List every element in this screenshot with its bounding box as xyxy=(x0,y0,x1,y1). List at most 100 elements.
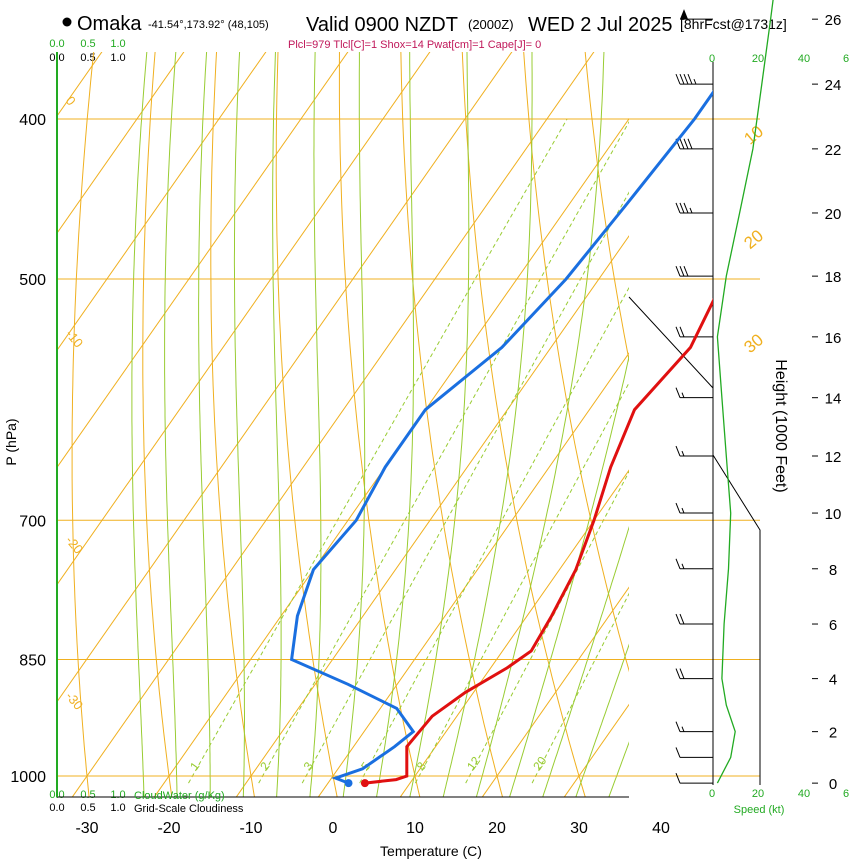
isotherm-line xyxy=(153,117,629,797)
wind-barb xyxy=(675,202,713,214)
dewpoint-surface-marker xyxy=(344,779,353,788)
isotherm-line xyxy=(481,586,629,797)
wind-barb xyxy=(675,265,713,277)
mixing-ratio-line xyxy=(359,286,629,784)
isotherm-line xyxy=(317,352,629,797)
station-coords: -41.54°,173.92° (48,105) xyxy=(148,19,269,31)
wind-barb xyxy=(675,445,713,457)
speed-tick-label: 20 xyxy=(752,788,764,800)
temperature-tick-label: 30 xyxy=(570,820,588,837)
dry-adiabat-line xyxy=(584,52,629,363)
height-tick-label: 10 xyxy=(825,506,842,523)
pressure-tick-label: 400 xyxy=(19,112,46,129)
pressure-tick-label: 700 xyxy=(19,513,46,530)
cloud-scale-tick: 0.5 xyxy=(80,802,95,814)
temperature-tick-label: -20 xyxy=(157,820,180,837)
mixing-ratio-line xyxy=(258,120,629,784)
dry-adiabat-line xyxy=(142,52,173,797)
sounding-params: Plcl=979 Tlcl[C]=1 Shox=14 Pwat[cm]=1 Ca… xyxy=(288,39,541,51)
moist-adiabat-line xyxy=(342,52,366,797)
dry-adiabat-line xyxy=(400,52,504,797)
station-name: Omaka xyxy=(77,13,142,35)
isotherm-line xyxy=(71,52,595,797)
temperature-line xyxy=(364,297,713,785)
sounding-profiles xyxy=(289,89,713,785)
dry-adiabat-line xyxy=(275,52,338,797)
isotherm-line xyxy=(57,52,431,586)
moist-adiabat-line xyxy=(442,52,533,797)
temperature-tick-label: -30 xyxy=(75,820,98,837)
valid-date: WED 2 Jul 2025 xyxy=(528,14,673,36)
moist-adiabat-line xyxy=(409,52,470,797)
temperature-tick-label: 40 xyxy=(652,820,670,837)
moist-adiabat-line xyxy=(542,525,629,797)
temperature-surface-marker xyxy=(360,779,369,788)
moist-adiabat-line xyxy=(309,52,322,797)
x-axis-label: Temperature (C) xyxy=(380,843,482,859)
isotherm-line xyxy=(57,52,267,352)
wind-speed-line xyxy=(716,0,774,784)
wind-barb xyxy=(675,387,713,399)
moist-adiabat-line xyxy=(575,643,629,797)
cloud-scale-tick: 0.5 xyxy=(80,52,95,64)
height-tick-label: 22 xyxy=(825,142,842,159)
temperature-tick-label: 20 xyxy=(488,820,506,837)
speed-tick-label: 6 xyxy=(843,53,849,65)
cloud-scale-tick: 1.0 xyxy=(110,802,125,814)
height-tick-label: 20 xyxy=(825,206,842,223)
speed-tick-label: 20 xyxy=(752,53,764,65)
isotherm-line xyxy=(57,52,349,469)
pressure-tick-label: 500 xyxy=(19,272,46,289)
mixing-ratio-line xyxy=(188,118,568,784)
height-tick-label: 0 xyxy=(829,776,837,793)
height-tick-label: 14 xyxy=(825,391,842,408)
height-tick-label: 4 xyxy=(829,672,837,689)
moist-adiabat-line xyxy=(509,354,629,797)
speed-tick-label: 6 xyxy=(843,788,849,800)
x-axis-ticks: -30 -20 -10 0 10 20 30 40 xyxy=(75,820,670,837)
wind-barb xyxy=(675,502,713,514)
wind-barb xyxy=(675,558,713,570)
height-tick-label: 24 xyxy=(825,77,842,94)
wind-barb xyxy=(675,721,713,733)
dry-adiabat-line xyxy=(523,52,629,673)
height-tick-label: 18 xyxy=(825,269,842,286)
moist-adiabat-line xyxy=(164,52,178,797)
forecast-info: [8hrFcst@1731z] xyxy=(680,16,787,32)
temperature-tick-label: 0 xyxy=(329,820,338,837)
mixing-ratio-line xyxy=(531,592,629,784)
cloud-scale-tick: 1.0 xyxy=(110,789,125,801)
dry-adiabat-line xyxy=(461,52,586,797)
cloud-scale-tick: 0.5 xyxy=(80,789,95,801)
pressure-axis-ticks: 2503004005007008501000 xyxy=(10,112,46,786)
cloud-scale-tick: 1.0 xyxy=(110,52,125,64)
mixing-ratio-line xyxy=(465,470,629,784)
cloud-scale-tick: 0.0 xyxy=(49,802,64,814)
cloud-scale-tick: 0.0 xyxy=(49,38,64,50)
height-tick-label: 6 xyxy=(829,617,837,634)
y-axis-label: P (hPa) xyxy=(3,418,19,465)
wind-barb xyxy=(675,668,713,680)
speed-tick-label: 0 xyxy=(709,788,715,800)
cloud-scale-tick: 1.0 xyxy=(110,38,125,50)
speed-tick-label: 40 xyxy=(798,788,810,800)
moist-adiabat-line xyxy=(198,52,211,797)
isotherm-line xyxy=(399,469,629,797)
wind-barb xyxy=(675,613,713,625)
isotherm-line xyxy=(235,235,629,797)
thermo-background-lines xyxy=(57,52,629,797)
wind-barb xyxy=(675,747,713,758)
mixing-ratio-line xyxy=(414,381,629,784)
station-dot-icon xyxy=(62,17,72,27)
dewpoint-line xyxy=(289,89,713,785)
height-tick-label: 2 xyxy=(829,725,837,742)
dry-adiabat-line xyxy=(71,52,95,797)
height-axis-ticks: 02468101214161820222426283032 xyxy=(812,12,842,793)
moist-adiabat-line xyxy=(272,52,282,797)
temperature-tick-label: -10 xyxy=(239,820,262,837)
dry-adiabat-line xyxy=(210,52,255,797)
